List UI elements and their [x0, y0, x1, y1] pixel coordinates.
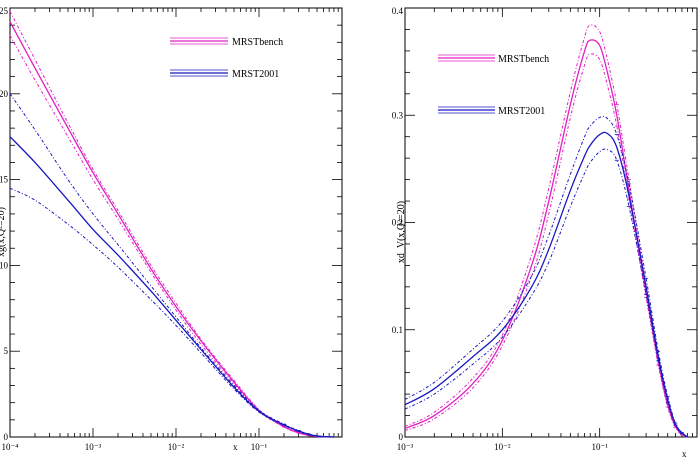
mrstbench-upper-line [9, 11, 335, 438]
y-tick-label: 15 [0, 175, 9, 185]
mrstbench-lower-line [9, 35, 335, 438]
x-axis-label: x [233, 442, 238, 452]
mrst2001-lower-line [404, 148, 688, 438]
mrst2001-lower-line [9, 187, 335, 438]
legend-label-mrst2001: MRST2001 [498, 106, 545, 117]
mrst2001-line [9, 136, 335, 438]
x-tick-label: 10⁻² [494, 442, 511, 452]
y-tick-label: 20 [0, 89, 9, 99]
x-tick-label: 10⁻² [168, 442, 185, 452]
x-tick-label: 10⁻³ [85, 442, 102, 452]
mrstbench-line [404, 39, 688, 438]
plot-frame [404, 7, 698, 438]
x-tick-label: 10⁻¹ [251, 442, 268, 452]
gluon-panel: 10⁻⁴ 10⁻³ 10⁻² 10⁻¹ 0 5 10 15 20 25 x xg(x,Q²=20) MR… [0, 6, 343, 452]
mrst2001-upper-line [404, 115, 688, 438]
y-tick-label: 25 [0, 6, 9, 16]
y-tick-label: 5 [4, 346, 9, 356]
mrst2001-line [404, 131, 688, 438]
y-tick-label: 0.3 [392, 110, 404, 120]
y-tick-label: 0.1 [392, 325, 403, 335]
legend-label-mrstbench: MRSTbench [498, 54, 549, 65]
y-axis-label: xd_V(x,Q²=20) [396, 201, 407, 263]
legend-label-mrst2001: MRST2001 [232, 69, 279, 80]
y-tick-label: 0 [4, 432, 9, 442]
x-tick-label: 10⁻¹ [591, 442, 608, 452]
x-axis-label: x [682, 449, 687, 459]
legend-label-mrstbench: MRSTbench [232, 37, 283, 48]
mrst2001-upper-line [9, 93, 335, 438]
y-tick-label: 0.2 [392, 218, 403, 228]
down-valence-panel: 10⁻³ 10⁻² 10⁻¹ 0 0.1 0.2 0.3 0.4 x xd_V(x,Q²=20) M… [392, 6, 698, 459]
mrstbench-line [9, 21, 335, 438]
y-axis-label: xg(x,Q²=20) [0, 207, 7, 257]
y-tick-label: 0.4 [392, 6, 404, 16]
y-tick-label: 0 [399, 432, 404, 442]
mrstbench-upper-line [404, 24, 688, 438]
x-tick-label: 10⁻³ [397, 442, 414, 452]
x-tick-label: 10⁻⁴ [2, 442, 19, 452]
mrstbench-lower-line [404, 53, 688, 438]
y-tick-label: 10 [0, 260, 9, 270]
